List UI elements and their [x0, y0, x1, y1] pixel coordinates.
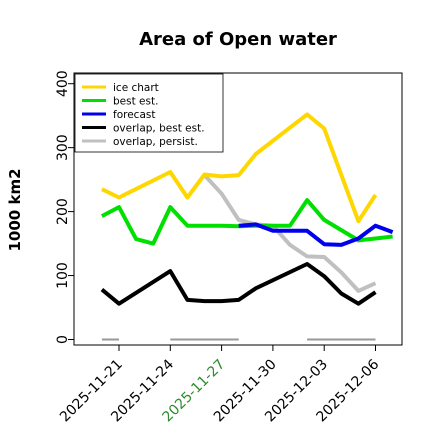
y-tick-label: 300 [55, 134, 71, 161]
y-tick-label: 200 [55, 198, 71, 225]
x-axis: 2025-11-212025-11-242025-11-272025-11-30… [57, 345, 382, 425]
plot-frame [73, 72, 403, 346]
legend-label: overlap, persist. [113, 136, 198, 148]
chart-title: Area of Open water [139, 29, 337, 50]
plot-area [100, 112, 394, 341]
legend-label: best est. [113, 96, 158, 108]
legend-label: forecast [113, 109, 155, 121]
y-axis: 0 100 200 300 400 [55, 70, 74, 344]
y-tick-label: 0 [55, 335, 71, 344]
series-line-overlap-persist [203, 173, 377, 293]
series-line-ice-chart [101, 112, 378, 224]
y-axis-label: 1000 km2 [6, 168, 24, 251]
series-line-overlap-best-est [100, 262, 377, 306]
legend: ice chart best est.forecast overlap, best … [74, 73, 224, 153]
series-line-forecast [238, 222, 394, 247]
legend-label: ice chart [113, 82, 159, 94]
legend-label: overlap, best est. [113, 123, 205, 135]
y-tick-label: 400 [55, 70, 71, 97]
y-tick-label: 100 [55, 262, 71, 289]
